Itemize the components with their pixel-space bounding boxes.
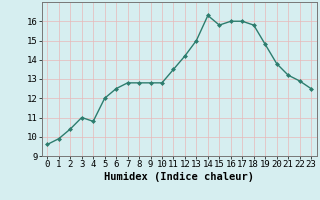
X-axis label: Humidex (Indice chaleur): Humidex (Indice chaleur) <box>104 172 254 182</box>
